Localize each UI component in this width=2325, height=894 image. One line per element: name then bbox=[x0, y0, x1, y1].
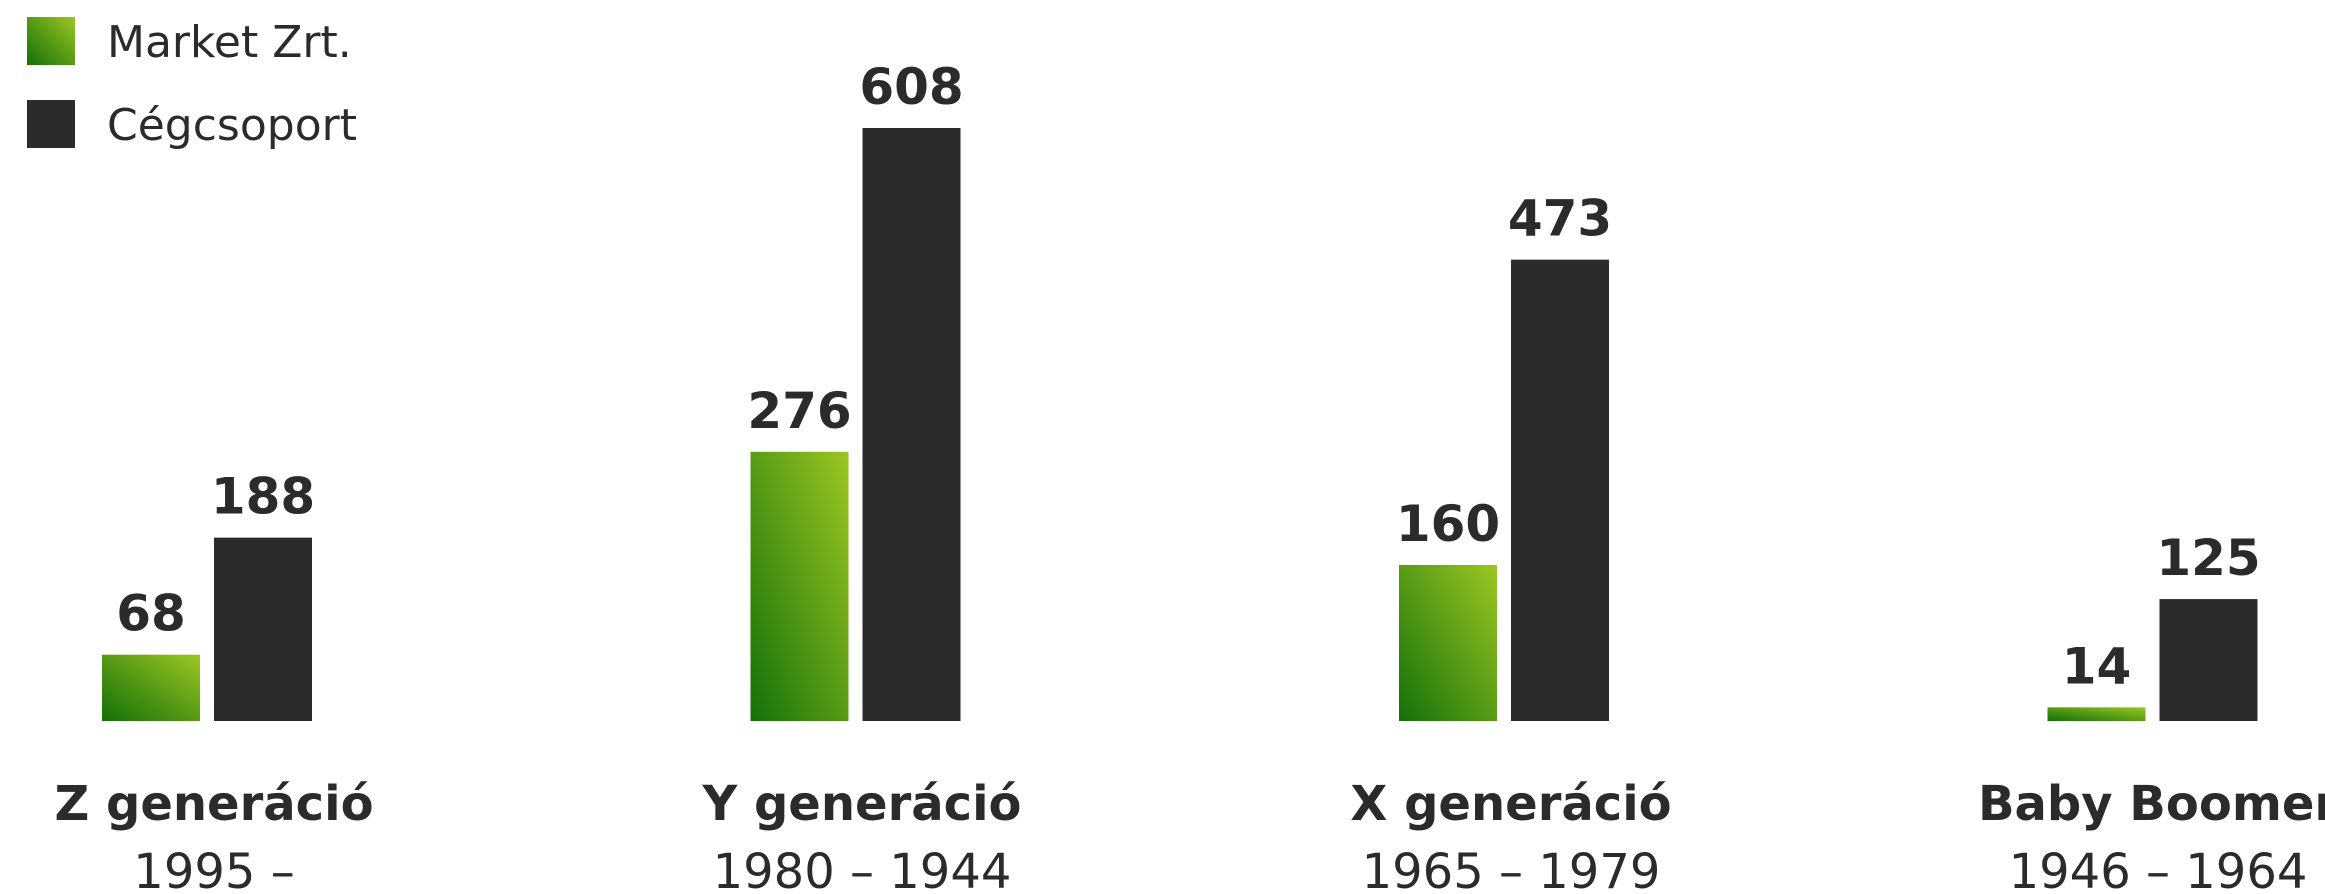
value-label-market: 68 bbox=[116, 585, 186, 643]
bar-cegcsoport bbox=[214, 537, 312, 721]
category-label: Z generáció bbox=[54, 776, 373, 832]
value-label-cegcsoport: 608 bbox=[859, 58, 963, 116]
bar-market bbox=[2047, 707, 2146, 721]
legend-label-cegcsoport: Cégcsoport bbox=[107, 100, 357, 151]
bar-market bbox=[102, 654, 200, 721]
bar-market bbox=[1399, 564, 1497, 721]
bar-cegcsoport bbox=[862, 128, 961, 721]
value-label-cegcsoport: 188 bbox=[211, 468, 315, 526]
bar-cegcsoport bbox=[1511, 259, 1609, 721]
bar-market bbox=[750, 451, 849, 721]
category-label: Baby Boomer bbox=[1978, 776, 2325, 832]
category-years: 1965 – 1979 bbox=[1362, 844, 1661, 894]
value-label-market: 160 bbox=[1396, 495, 1500, 553]
legend-label-market: Market Zrt. bbox=[107, 17, 352, 68]
legend: Market Zrt. Cégcsoport bbox=[27, 17, 357, 151]
value-label-cegcsoport: 125 bbox=[2156, 529, 2260, 587]
value-labels-layer: 68 188 276 608 160 473 14 125 bbox=[116, 58, 2260, 695]
bars-layer bbox=[102, 128, 2258, 721]
legend-swatch-cegcsoport bbox=[27, 100, 75, 148]
category-years: 1995 – bbox=[133, 844, 294, 894]
category-label: X generáció bbox=[1350, 776, 1671, 832]
category-years: 1946 – 1964 bbox=[2009, 844, 2308, 894]
bar-cegcsoport bbox=[2159, 599, 2258, 721]
legend-swatch-market bbox=[27, 17, 75, 65]
value-label-market: 14 bbox=[2062, 637, 2132, 695]
category-labels: Z generáció 1995 – Y generáció 1980 – 19… bbox=[54, 776, 2325, 894]
category-label: Y generáció bbox=[701, 776, 1021, 832]
category-years: 1980 – 1944 bbox=[713, 844, 1012, 894]
value-label-cegcsoport: 473 bbox=[1508, 190, 1612, 248]
value-label-market: 276 bbox=[747, 382, 851, 440]
